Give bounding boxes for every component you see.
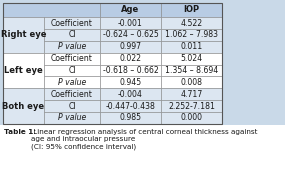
Text: -0.001: -0.001 <box>118 19 143 28</box>
Bar <box>161 100 222 112</box>
Bar <box>44 112 100 124</box>
Bar <box>44 29 100 41</box>
Bar <box>44 53 100 65</box>
Bar <box>44 65 100 76</box>
Bar <box>100 112 161 124</box>
Bar <box>161 3 222 17</box>
Text: CI: CI <box>68 102 76 111</box>
Text: 0.008: 0.008 <box>181 78 203 87</box>
Text: Age: Age <box>121 5 140 14</box>
Text: 4.522: 4.522 <box>181 19 203 28</box>
Text: Coefficient: Coefficient <box>51 54 93 63</box>
Bar <box>44 100 100 112</box>
Bar <box>161 112 222 124</box>
Text: P value: P value <box>58 42 86 51</box>
Bar <box>100 17 161 29</box>
Text: Coefficient: Coefficient <box>51 90 93 99</box>
Text: CI: CI <box>68 66 76 75</box>
Bar <box>100 88 161 100</box>
Text: -0.624 – 0.625: -0.624 – 0.625 <box>103 30 158 39</box>
Bar <box>3 88 44 124</box>
Text: P value: P value <box>58 78 86 87</box>
Bar <box>3 17 44 53</box>
Text: Linear regression analysis of central corneal thickness against
age and intraocu: Linear regression analysis of central co… <box>31 129 257 150</box>
Bar <box>161 29 222 41</box>
Bar <box>44 76 100 88</box>
Text: 0.011: 0.011 <box>180 42 203 51</box>
Text: 0.997: 0.997 <box>119 42 141 51</box>
Bar <box>44 17 100 29</box>
Bar <box>3 3 222 124</box>
Text: Left eye: Left eye <box>4 66 43 75</box>
Bar <box>161 41 222 53</box>
Text: Both eye: Both eye <box>3 102 44 111</box>
Text: 2.252-7.181: 2.252-7.181 <box>168 102 215 111</box>
Bar <box>100 65 161 76</box>
Bar <box>161 65 222 76</box>
Text: -0.447-0.438: -0.447-0.438 <box>105 102 155 111</box>
Text: 0.022: 0.022 <box>119 54 141 63</box>
Text: Right eye: Right eye <box>1 30 46 39</box>
Text: -0.004: -0.004 <box>118 90 143 99</box>
Bar <box>0 125 285 177</box>
Text: 4.717: 4.717 <box>180 90 203 99</box>
Text: 5.024: 5.024 <box>181 54 203 63</box>
Text: 0.000: 0.000 <box>181 113 203 122</box>
Bar <box>100 29 161 41</box>
Bar <box>3 53 44 88</box>
Text: 0.985: 0.985 <box>119 113 141 122</box>
Bar <box>100 41 161 53</box>
Text: 1.062 – 7.983: 1.062 – 7.983 <box>165 30 218 39</box>
Text: Table 1:: Table 1: <box>4 129 36 135</box>
Text: Coefficient: Coefficient <box>51 19 93 28</box>
Text: CI: CI <box>68 30 76 39</box>
Bar <box>100 76 161 88</box>
Bar <box>100 3 161 17</box>
Text: 1.354 – 8.694: 1.354 – 8.694 <box>165 66 218 75</box>
Text: IOP: IOP <box>184 5 200 14</box>
Text: 0.945: 0.945 <box>119 78 141 87</box>
Bar <box>3 3 100 17</box>
Bar <box>44 41 100 53</box>
Bar <box>161 76 222 88</box>
Bar <box>161 88 222 100</box>
Bar <box>161 53 222 65</box>
Bar <box>161 17 222 29</box>
Bar <box>44 88 100 100</box>
Bar <box>100 53 161 65</box>
Bar <box>100 100 161 112</box>
Text: -0.618 – 0.662: -0.618 – 0.662 <box>103 66 158 75</box>
Text: P value: P value <box>58 113 86 122</box>
